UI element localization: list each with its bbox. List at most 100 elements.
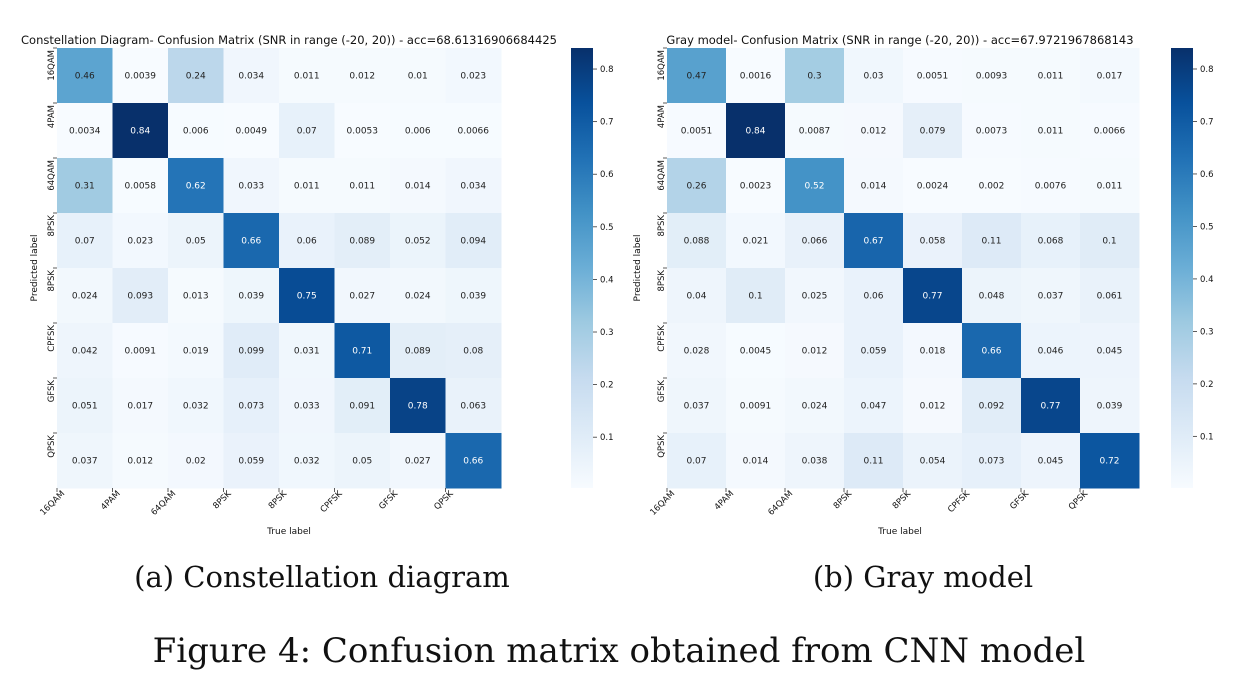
cell-value-label: 0.72 (1099, 457, 1119, 467)
heatmap-cell (445, 48, 502, 104)
cell-value-label: 0.024 (405, 292, 431, 302)
heatmap-cell (1080, 213, 1140, 269)
cell-value-label: 0.033 (238, 182, 264, 192)
x-tick-label: GFSK (377, 489, 400, 512)
heatmap-cell (962, 103, 1022, 159)
x-tick-label: 4PAM (99, 489, 122, 512)
colorbar-gradient (571, 48, 593, 488)
x-axis-label: True label (266, 527, 311, 537)
heatmap-cell (1021, 48, 1081, 104)
cell-value-label: 0.012 (349, 72, 375, 82)
colorbar-tick-label: 0.7 (1200, 117, 1214, 127)
subcaption-a: (a) Constellation diagram (134, 560, 510, 594)
cell-value-label: 0.011 (294, 72, 320, 82)
heatmap-cell (903, 48, 963, 104)
x-tick-label: 4PAM (713, 489, 736, 512)
cell-value-label: 0.099 (238, 347, 264, 357)
cell-value-label: 0.068 (1038, 237, 1064, 247)
cell-value-label: 0.027 (405, 457, 431, 467)
cell-value-label: 0.028 (684, 347, 710, 357)
heatmap-cell (726, 103, 786, 159)
cell-value-label: 0.0051 (681, 127, 713, 137)
cell-value-label: 0.034 (238, 72, 264, 82)
heatmap-cell (279, 158, 335, 214)
cell-value-label: 0.75 (297, 292, 317, 302)
heatmap-cell (445, 103, 502, 159)
colorbar-tick-label: 0.2 (600, 381, 614, 391)
cell-value-label: 0.07 (297, 127, 317, 137)
cell-value-label: 0.0053 (347, 127, 379, 137)
heatmap-cell (785, 268, 845, 324)
cell-value-label: 0.84 (745, 127, 765, 137)
heatmap-cell (903, 323, 963, 379)
cell-value-label: 0.52 (804, 182, 824, 192)
colorbar-tick-label: 0.7 (600, 118, 614, 128)
heatmap-cell (785, 433, 845, 489)
heatmap-cell (1080, 158, 1140, 214)
heatmap-cell (279, 323, 335, 379)
heatmap-cell (57, 433, 113, 489)
cell-value-label: 0.47 (686, 72, 706, 82)
x-axis-label: True label (877, 527, 922, 537)
cell-value-label: 0.059 (861, 347, 887, 357)
x-tick-label: CPFSK (946, 489, 972, 515)
cell-value-label: 0.67 (863, 237, 883, 247)
heatmap-cell (223, 268, 280, 324)
heatmap-cell (785, 103, 845, 159)
heatmap-cell (844, 268, 904, 324)
x-tick-labels: 16QAM 4PAM 64QAM 8PSK 8PSK CPFSK GFSK QPSK (38, 488, 456, 518)
colorbar-tick-label: 0.1 (1200, 432, 1214, 442)
colorbar-tick-label: 0.1 (600, 433, 614, 443)
heatmap-cell (962, 268, 1022, 324)
cell-value-label: 0.094 (460, 237, 486, 247)
cell-value-label: 0.092 (979, 402, 1005, 412)
cell-value-label: 0.0016 (740, 72, 772, 82)
cell-value-label: 0.073 (979, 457, 1005, 467)
heatmap-cell (962, 48, 1022, 104)
cell-value-label: 0.62 (186, 182, 206, 192)
chart-title: Constellation Diagram- Confusion Matrix … (21, 33, 557, 47)
y-tick-label: CPFSK (47, 325, 57, 352)
heatmap-cell (962, 213, 1022, 269)
cell-value-label: 0.11 (863, 457, 883, 467)
colorbar-tick-label: 0.3 (600, 328, 614, 338)
heatmap-cell (112, 323, 169, 379)
heatmap-cell (168, 213, 224, 269)
cell-value-label: 0.002 (979, 182, 1005, 192)
cell-value-label: 0.045 (1097, 347, 1123, 357)
cell-value-label: 0.03 (863, 72, 883, 82)
x-tick-label: CPFSK (319, 489, 345, 515)
heatmap-cell (168, 48, 224, 104)
heatmap-cell (667, 48, 727, 104)
cell-value-label: 0.0076 (1035, 182, 1067, 192)
heatmap-cell (1080, 48, 1140, 104)
heatmap-cell (223, 103, 280, 159)
heatmap-cell (334, 323, 391, 379)
heatmap-cell (390, 433, 446, 489)
figure-caption: Figure 4: Confusion matrix obtained from… (153, 631, 1086, 671)
x-tick-label: 8PSK (832, 489, 855, 512)
heatmap-cell (390, 48, 446, 104)
y-tick-label: QPSK (47, 435, 57, 458)
x-tick-labels: 16QAM 4PAM 64QAM 8PSK 8PSK CPFSK GFSK QPSK (648, 488, 1090, 518)
cell-value-label: 0.0066 (1094, 127, 1126, 137)
heatmap-cell (223, 433, 280, 489)
cell-value-label: 0.039 (238, 292, 264, 302)
cell-value-label: 0.014 (743, 457, 769, 467)
heatmap-cells: 0.46 0.0039 0.24 0.034 0.011 0.012 0.01 0.023 0.… (57, 48, 502, 489)
heatmap-cell (334, 158, 391, 214)
heatmap-cell (223, 158, 280, 214)
cell-value-label: 0.66 (463, 457, 483, 467)
heatmap-cell (112, 103, 169, 159)
x-tick-label: 64QAM (766, 489, 795, 518)
cell-value-label: 0.032 (183, 402, 209, 412)
cell-value-label: 0.0073 (976, 127, 1008, 137)
cell-value-label: 0.66 (981, 347, 1001, 357)
cell-value-label: 0.091 (349, 402, 375, 412)
heatmap-cell (667, 213, 727, 269)
cell-value-label: 0.037 (1038, 292, 1064, 302)
cell-value-label: 0.011 (1038, 127, 1064, 137)
cell-value-label: 0.011 (1097, 182, 1123, 192)
heatmap-cell (445, 323, 502, 379)
y-tick-label: 8PSK (47, 215, 57, 237)
